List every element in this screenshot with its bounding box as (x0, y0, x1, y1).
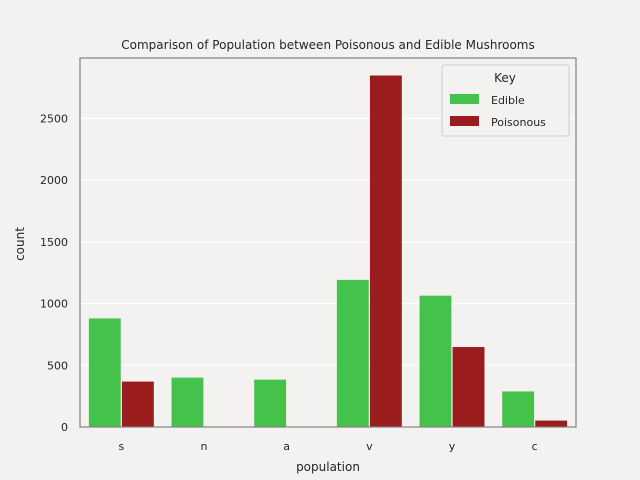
y-tick-label: 0 (61, 421, 68, 434)
legend-label-poisonous: Poisonous (491, 116, 546, 129)
x-tick-label: a (283, 440, 290, 453)
y-tick-label: 1500 (40, 236, 68, 249)
x-tick-label: c (532, 440, 538, 453)
x-tick-label: v (366, 440, 373, 453)
legend: Key Edible Poisonous (441, 64, 570, 137)
bar-edible-c (502, 391, 535, 427)
x-tick-label: y (449, 440, 456, 453)
bar-poisonous-s (121, 381, 154, 427)
y-axis-label: count (13, 227, 27, 261)
bar-poisonous-c (535, 420, 568, 427)
x-tick-label: s (118, 440, 124, 453)
bar-edible-v (336, 279, 369, 427)
legend-swatch-poisonous (450, 116, 479, 126)
bars (88, 75, 568, 427)
legend-label-edible: Edible (491, 94, 525, 107)
y-tick-label: 2000 (40, 174, 68, 187)
bar-poisonous-y (452, 347, 485, 427)
y-tick-label: 500 (47, 359, 68, 372)
y-tick-labels: 0 500 1000 1500 2000 2500 (40, 112, 68, 434)
x-axis-label: population (296, 460, 360, 474)
y-tick-label: 1000 (40, 298, 68, 311)
chart-title: Comparison of Population between Poisono… (121, 38, 535, 52)
legend-title: Key (494, 71, 516, 85)
y-tick-label: 2500 (40, 112, 68, 125)
bar-edible-n (171, 377, 204, 427)
x-tick-label: n (201, 440, 208, 453)
bar-poisonous-v (369, 75, 402, 427)
plot-frame (79, 57, 577, 428)
bar-edible-s (88, 318, 121, 427)
legend-swatch-edible (450, 94, 479, 104)
bar-edible-a (254, 379, 287, 427)
bar-edible-y (419, 295, 452, 427)
